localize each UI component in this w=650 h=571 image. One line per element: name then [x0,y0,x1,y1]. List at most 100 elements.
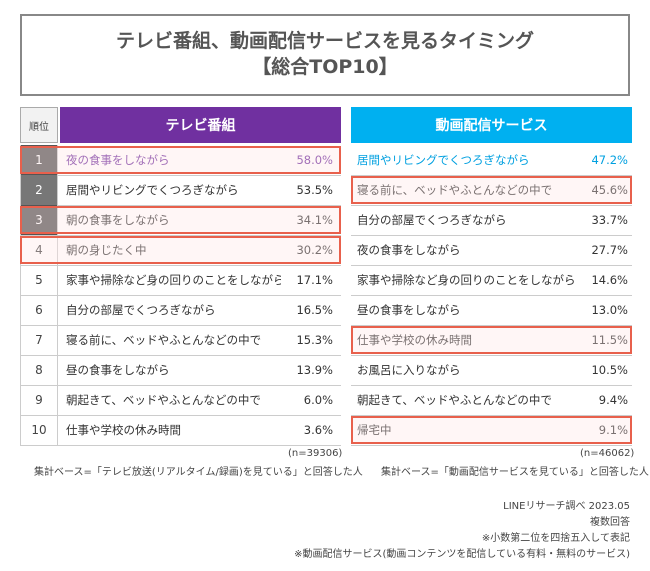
definition-note: ※動画配信サービス(動画コンテンツを配信している有料・無料のサービス) [294,549,630,560]
tv-row-label: 朝の身じたく中 [66,243,147,257]
streaming-row-label: 夜の食事をしながら [357,243,461,257]
tv-row-label: 寝る前に、ベッドやふとんなどの中で [66,333,262,347]
tv-row-label: 家事や掃除など身の回りのことをしながら [66,273,281,287]
tv-divider [20,385,341,386]
tv-row-label: 夜の食事をしながら [66,153,170,167]
streaming-row: 居間やリビングでくつろぎながら 47.2% [351,145,632,175]
rank-cell: 10 [20,415,58,445]
streaming-divider [351,325,632,326]
tv-row-value: 30.2% [296,243,333,257]
tv-row: 朝起きて、ベッドやふとんなどの中で 6.0% [60,385,341,415]
rank-cell: 3 [20,205,58,235]
tv-divider [20,235,341,236]
streaming-row-label: 寝る前に、ベッドやふとんなどの中で [357,183,553,197]
tv-row-label: 自分の部屋でくつろぎながら [66,303,216,317]
tv-divider [20,355,341,356]
tv-divider [20,415,341,416]
streaming-row-label: 昼の食事をしながら [357,303,461,317]
streaming-row: 自分の部屋でくつろぎながら 33.7% [351,205,632,235]
streaming-row: 朝起きて、ベッドやふとんなどの中で 9.4% [351,385,632,415]
tv-row-value: 3.6% [303,423,333,437]
streaming-row-value: 9.1% [598,423,628,437]
streaming-row-value: 9.4% [598,393,628,407]
tv-row: 朝の食事をしながら 34.1% [60,205,341,235]
tv-row-value: 15.3% [296,333,333,347]
rank-cell: 7 [20,325,58,355]
tv-row-value: 6.0% [303,393,333,407]
streaming-divider [351,205,632,206]
streaming-row-label: 仕事や学校の休み時間 [357,333,472,347]
rank-cell: 9 [20,385,58,415]
streaming-row: 寝る前に、ベッドやふとんなどの中で 45.6% [351,175,632,205]
tv-row-label: 昼の食事をしながら [66,363,170,377]
streaming-row: 夜の食事をしながら 27.7% [351,235,632,265]
streaming-divider [351,385,632,386]
streaming-row-value: 10.5% [591,363,628,377]
streaming-row-value: 11.5% [591,333,628,347]
tv-row-value: 34.1% [296,213,333,227]
streaming-row: 昼の食事をしながら 13.0% [351,295,632,325]
chart-title: テレビ番組、動画配信サービスを見るタイミング [115,30,534,52]
streaming-row-value: 45.6% [591,183,628,197]
tv-row: 仕事や学校の休み時間 3.6% [60,415,341,445]
tv-row-value: 16.5% [296,303,333,317]
tv-row: 居間やリビングでくつろぎながら 53.5% [60,175,341,205]
title-box: テレビ番組、動画配信サービスを見るタイミング 【総合TOP10】 [20,14,630,96]
streaming-header: 動画配信サービス [351,107,632,143]
tv-row: 家事や掃除など身の回りのことをしながら 17.1% [60,265,341,295]
streaming-divider [351,415,632,416]
tv-divider [20,265,341,266]
tv-divider [20,445,341,446]
streaming-divider [351,265,632,266]
tv-row: 昼の食事をしながら 13.9% [60,355,341,385]
tv-row: 寝る前に、ベッドやふとんなどの中で 15.3% [60,325,341,355]
streaming-row-value: 27.7% [591,243,628,257]
streaming-row-label: 家事や掃除など身の回りのことをしながら [357,273,576,287]
tv-header: テレビ番組 [60,107,341,143]
tv-divider [20,295,341,296]
streaming-divider [351,295,632,296]
streaming-divider [351,445,632,446]
tv-row-label: 朝起きて、ベッドやふとんなどの中で [66,393,261,407]
streaming-row-value: 14.6% [591,273,628,287]
rank-cell: 5 [20,265,58,295]
rank-cell: 4 [20,235,58,265]
streaming-row-label: 居間やリビングでくつろぎながら [357,153,530,167]
source-note: LINEリサーチ調べ 2023.05 [503,501,630,512]
streaming-divider [351,355,632,356]
rank-cell: 2 [20,175,58,205]
tv-divider [20,205,341,206]
tv-row-value: 13.9% [296,363,333,377]
streaming-row-label: 自分の部屋でくつろぎながら [357,213,507,227]
streaming-base-note: 集計ベース=「動画配信サービスを見ている」と回答した人 [381,467,649,478]
rank-cell: 6 [20,295,58,325]
streaming-row-label: 帰宅中 [357,423,392,437]
multi-answer-note: 複数回答 [590,517,630,528]
tv-row-label: 仕事や学校の休み時間 [66,423,181,437]
streaming-row: 仕事や学校の休み時間 11.5% [351,325,632,355]
tv-row-value: 17.1% [296,273,333,287]
streaming-row-value: 47.2% [591,153,628,167]
streaming-row: 帰宅中 9.1% [351,415,632,445]
tv-row-label: 朝の食事をしながら [66,213,170,227]
tv-row: 朝の身じたく中 30.2% [60,235,341,265]
streaming-divider [351,175,632,176]
streaming-row-label: お風呂に入りながら [357,363,461,377]
tv-divider [20,175,341,176]
tv-row-label: 居間やリビングでくつろぎながら [66,183,239,197]
rounding-note: ※小数第二位を四捨五入して表記 [481,533,630,544]
tv-sample-size: (n=39306) [288,448,343,459]
streaming-row-value: 33.7% [591,213,628,227]
streaming-divider [351,235,632,236]
rank-cell: 8 [20,355,58,385]
tv-row-value: 58.0% [296,153,333,167]
tv-row-value: 53.5% [296,183,333,197]
tv-base-note: 集計ベース=「テレビ放送(リアルタイム/録画)を見ている」と回答した人 [34,467,363,478]
streaming-row-label: 朝起きて、ベッドやふとんなどの中で [357,393,552,407]
tv-row: 自分の部屋でくつろぎながら 16.5% [60,295,341,325]
rank-header: 順位 [20,107,58,143]
streaming-row-value: 13.0% [591,303,628,317]
tv-divider [20,325,341,326]
chart-subtitle: 【総合TOP10】 [252,56,398,78]
rank-cell: 1 [20,145,58,175]
